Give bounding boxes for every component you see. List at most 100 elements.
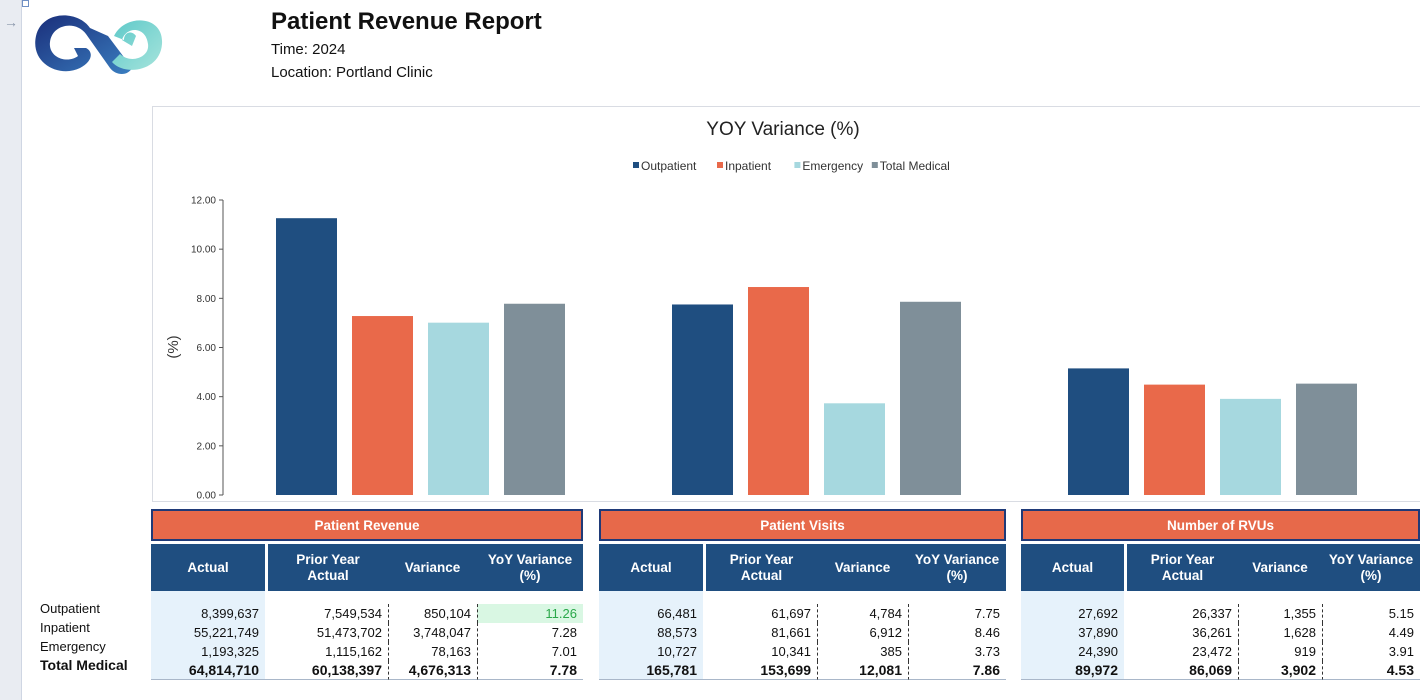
- legend-swatch: [717, 162, 723, 168]
- table-row: 66,481 61,697 4,784 7.75: [599, 604, 1006, 623]
- legend-swatch: [633, 162, 639, 168]
- table-row: 55,221,749 51,473,702 3,748,047 7.28: [151, 623, 583, 642]
- legend-label: Emergency: [802, 159, 863, 173]
- patient-revenue-table: Patient Revenue Actual Prior Year Actual …: [151, 509, 583, 680]
- y-tick-label: 12.00: [191, 196, 216, 207]
- cell-yoy: 7.28: [477, 623, 583, 642]
- col-header-prior-year: Prior Year Actual: [1124, 544, 1238, 591]
- bar-outpatient: [672, 304, 733, 495]
- cell-yoy: 4.49: [1322, 623, 1420, 642]
- y-tick-label: 0.00: [197, 491, 217, 502]
- number-of-rvus-header: Number of RVUs: [1021, 509, 1420, 541]
- cell-variance: 4,784: [817, 604, 908, 623]
- cell-actual: 55,221,749: [151, 623, 265, 642]
- report-title: Patient Revenue Report: [271, 8, 542, 35]
- cell-variance: 12,081: [817, 661, 908, 680]
- cell-variance: 3,748,047: [388, 623, 477, 642]
- cell-prior: 60,138,397: [265, 661, 388, 680]
- cell-prior: 51,473,702: [316, 625, 382, 640]
- cell-variance: 850,104: [388, 604, 477, 623]
- cell-prior: 10,341: [771, 644, 811, 659]
- table-total-row: 165,781 153,699 12,081 7.86: [599, 661, 1006, 680]
- col-header-actual: Actual: [151, 544, 265, 591]
- table-total-row: 89,972 86,069 3,902 4.53: [1021, 661, 1420, 680]
- bar-emergency: [1220, 398, 1281, 495]
- bar-outpatient: [276, 218, 337, 496]
- col-header-variance: Variance: [1238, 544, 1322, 591]
- row-label-outpatient: Outpatient: [40, 601, 100, 616]
- row-label-emergency: Emergency: [40, 639, 106, 654]
- bar-total-medical: [504, 303, 565, 495]
- cell-variance: 1,355: [1238, 604, 1322, 623]
- cell-yoy: 5.15: [1322, 604, 1420, 623]
- cell-yoy: 7.01: [477, 642, 583, 661]
- cell-yoy-highlighted: 11.26: [477, 604, 583, 623]
- cell-yoy: 8.46: [908, 623, 1006, 642]
- table-row: 10,727 10,341 385 3.73: [599, 642, 1006, 661]
- table-row: 1,193,325 1,115,162 78,163 7.01: [151, 642, 583, 661]
- number-of-rvus-table: Number of RVUs Actual Prior Year Actual V…: [1021, 509, 1420, 680]
- cell-yoy: 3.73: [908, 642, 1006, 661]
- cell-variance: 4,676,313: [388, 661, 477, 680]
- legend-label: Outpatient: [641, 159, 697, 173]
- legend-swatch: [871, 162, 878, 168]
- cell-variance: 919: [1238, 642, 1322, 661]
- col-header-variance: Variance: [388, 544, 477, 591]
- y-axis-label: (%): [165, 335, 182, 358]
- cell-actual: 37,890: [1021, 623, 1124, 642]
- cell-yoy: 7.86: [908, 661, 1006, 680]
- table-row: 37,890 36,261 1,628 4.49: [1021, 623, 1420, 642]
- selection-handle[interactable]: [22, 0, 29, 7]
- left-gutter: →: [0, 0, 22, 700]
- cell-yoy: 4.53: [1322, 661, 1420, 680]
- patient-visits-table: Patient Visits Actual Prior Year Actual V…: [599, 509, 1006, 680]
- cell-prior: 7,549,534: [324, 606, 382, 621]
- report-time: Time: 2024: [271, 41, 346, 58]
- row-label-inpatient: Inpatient: [40, 620, 90, 635]
- y-tick-label: 10.00: [191, 245, 216, 256]
- cell-actual: 8,399,637: [151, 604, 265, 623]
- bar-inpatient: [748, 287, 809, 495]
- cell-yoy: 7.78: [477, 661, 583, 680]
- company-logo: [35, 15, 163, 74]
- table-row: 88,573 81,661 6,912 8.46: [599, 623, 1006, 642]
- row-labels: Outpatient Inpatient Emergency Total Med…: [40, 599, 128, 675]
- legend-label: Inpatient: [725, 159, 772, 173]
- col-header-prior-year: Prior Year Actual: [265, 544, 388, 591]
- cell-prior: 153,699: [703, 661, 817, 680]
- cell-variance: 78,163: [388, 642, 477, 661]
- row-label-total-medical: Total Medical: [40, 657, 128, 673]
- cell-actual: 165,781: [599, 661, 703, 680]
- cell-prior: 61,697: [771, 606, 811, 621]
- chart-canvas: YOY Variance (%) Outpatient Inpatient Emerg…: [165, 119, 1357, 502]
- chart-title: YOY Variance (%): [706, 119, 859, 140]
- cell-actual: 10,727: [599, 642, 703, 661]
- y-tick-label: 4.00: [197, 392, 217, 403]
- cell-actual: 66,481: [599, 604, 703, 623]
- y-tick-label: 8.00: [197, 294, 217, 305]
- col-header-yoy-variance: YoY Variance (%): [908, 544, 1006, 591]
- yoy-variance-chart: YOY Variance (%) Outpatient Inpatient Emerg…: [152, 106, 1420, 502]
- y-tick-label: 2.00: [197, 441, 217, 452]
- bar-emergency: [428, 322, 489, 495]
- bar-total-medical: [1296, 383, 1357, 495]
- col-header-actual: Actual: [1021, 544, 1124, 591]
- col-header-yoy-variance: YoY Variance (%): [477, 544, 583, 591]
- col-header-actual: Actual: [599, 544, 703, 591]
- bar-emergency: [824, 403, 885, 495]
- cell-yoy: 7.75: [908, 604, 1006, 623]
- bar-inpatient: [352, 316, 413, 495]
- cell-variance: 3,902: [1238, 661, 1322, 680]
- legend-label: Total Medical: [880, 159, 950, 173]
- cell-actual: 27,692: [1021, 604, 1124, 623]
- bar-total-medical: [900, 301, 961, 495]
- patient-revenue-header: Patient Revenue: [151, 509, 583, 541]
- arrow-right-icon[interactable]: →: [4, 14, 18, 30]
- bar-outpatient: [1068, 368, 1129, 495]
- cell-yoy: 3.91: [1322, 642, 1420, 661]
- col-header-yoy-variance: YoY Variance (%): [1322, 544, 1420, 591]
- table-total-row: 64,814,710 60,138,397 4,676,313 7.78: [151, 661, 583, 680]
- cell-actual: 88,573: [599, 623, 703, 642]
- cell-actual: 24,390: [1021, 642, 1124, 661]
- cell-variance: 1,628: [1238, 623, 1322, 642]
